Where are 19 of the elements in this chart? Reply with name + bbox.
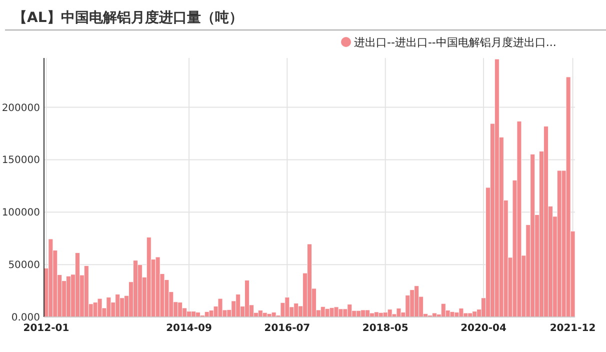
chart-title: 【AL】中国电解铝月度进口量（吨） xyxy=(13,9,243,26)
x-tick-label: 2012-01 xyxy=(23,323,70,334)
x-tick-label: 2016-07 xyxy=(264,323,310,334)
y-tick-label: 50000 xyxy=(8,260,40,272)
x-tick-label: 2014-09 xyxy=(166,323,212,334)
y-tick-label: 150000 xyxy=(2,155,40,166)
bar xyxy=(556,170,562,318)
bar xyxy=(97,298,102,318)
y-tick-label: 0.000 xyxy=(11,312,40,324)
bar xyxy=(146,237,152,318)
x-tick-label: 2021-12 xyxy=(550,323,596,334)
y-tick-label: 100000 xyxy=(2,208,40,219)
bar xyxy=(271,312,276,318)
y-tick-label: 200000 xyxy=(2,102,40,114)
bar xyxy=(334,306,339,318)
bar xyxy=(84,266,89,318)
x-tick-label: 2018-05 xyxy=(362,323,408,334)
x-tick-label: 2020-04 xyxy=(460,323,507,334)
legend-label: 进出口--进出口--中国电解铝月度进出口... xyxy=(354,36,556,49)
